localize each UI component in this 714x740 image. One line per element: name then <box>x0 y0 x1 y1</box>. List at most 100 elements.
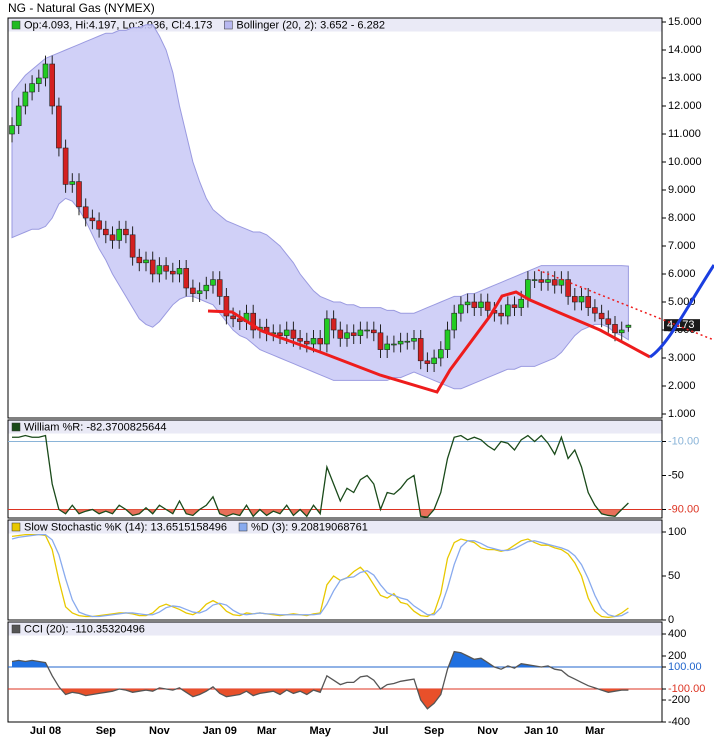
threshold-fill <box>12 651 629 667</box>
candle-body <box>136 256 143 264</box>
legend-swatch <box>11 522 21 532</box>
y-tick-label: 3.000 <box>668 352 696 364</box>
candle-body <box>297 338 303 342</box>
candle-body <box>397 340 404 345</box>
candle-body <box>69 181 76 185</box>
candle-body <box>612 324 618 334</box>
panel: Op:4.093, Hi:4.197, Lo:3.936, Cl:4.173 Bo… <box>7 16 702 420</box>
trend-drawing <box>207 290 651 394</box>
panel-frame <box>7 519 663 621</box>
candle-body <box>223 296 230 317</box>
x-tick-label: Jan 09 <box>203 725 237 737</box>
candle-body <box>625 324 632 328</box>
candle-body <box>391 343 397 346</box>
candle-body <box>598 312 605 320</box>
annotations <box>207 264 714 394</box>
y-tick-label: 6.000 <box>668 268 696 280</box>
panel-frame <box>7 419 663 519</box>
y-tick-label: -400 <box>668 716 690 728</box>
panel: William %R: -82.3700825644 -10.00 -50 -90.0… <box>7 419 699 519</box>
candle-body <box>277 332 283 336</box>
legend-band <box>8 520 662 534</box>
y-tick-label: 14.000 <box>668 44 702 56</box>
panel: Slow Stochastic %K (14): 13.6515158496 %D… <box>7 519 686 626</box>
y-tick-label: 7.000 <box>668 240 696 252</box>
candle-body <box>498 312 504 317</box>
candle-body <box>303 340 310 345</box>
y-tick-label: 10.000 <box>668 156 702 168</box>
candle-body <box>384 343 391 350</box>
candle-body <box>15 105 22 126</box>
candle-body <box>444 329 451 350</box>
indicator-line <box>11 533 629 618</box>
indicator-line <box>12 434 629 518</box>
y-tick-label: 11.000 <box>668 128 701 140</box>
candle-body <box>417 338 424 362</box>
candle-body <box>250 312 256 331</box>
candle-body <box>551 279 558 286</box>
candle-body <box>56 105 62 149</box>
candle-body <box>290 329 297 339</box>
candle-body <box>370 329 377 334</box>
candle-body <box>317 338 324 345</box>
x-tick-label: Mar <box>257 725 277 737</box>
candle-body <box>230 315 236 320</box>
projection-drawing <box>649 264 714 359</box>
candle-body <box>458 304 464 314</box>
candle-body <box>183 268 189 289</box>
candle-body <box>357 329 364 336</box>
y-tick-label: 8.000 <box>668 212 696 224</box>
candle-body <box>42 63 49 79</box>
x-tick-label: Sep <box>96 725 116 737</box>
legend-band <box>8 18 662 32</box>
candle-body <box>538 279 545 283</box>
candle-body <box>35 77 42 84</box>
candle-body <box>605 318 612 325</box>
y-tick-label: 1.000 <box>668 408 696 420</box>
candle-body <box>585 296 592 308</box>
legend-label: Op:4.093, Hi:4.197, Lo:3.936, Cl:4.173 <box>24 19 212 31</box>
x-tick-label: Nov <box>477 725 499 737</box>
x-tick-label: Sep <box>424 725 444 737</box>
y-tick-label: 0 <box>668 614 674 626</box>
candle-body <box>471 301 478 308</box>
candle-body <box>89 217 96 222</box>
y-tick-label: 13.000 <box>668 72 702 84</box>
chart-title: NG - Natural Gas (NYMEX) <box>8 1 155 15</box>
candle-body <box>618 329 625 334</box>
candle-body <box>578 296 585 303</box>
candle-body <box>558 279 565 286</box>
x-tick-label: Nov <box>149 725 171 737</box>
candle-body <box>82 206 89 219</box>
threshold-fill <box>12 689 629 709</box>
candle-body <box>478 301 484 308</box>
plot-area: Op:4.093, Hi:4.197, Lo:3.936, Cl:4.173 Bo… <box>7 16 705 737</box>
candle-body <box>424 360 431 364</box>
legend-swatch <box>238 522 248 532</box>
y-tick-label: 9.000 <box>668 184 696 196</box>
indicator-line <box>11 650 629 710</box>
candle-body <box>411 338 417 342</box>
candle-body <box>451 312 458 331</box>
dotted-trend <box>537 269 714 341</box>
candle-body <box>96 220 102 230</box>
y-tick-label: -200 <box>668 694 690 706</box>
legend-swatch <box>11 422 21 432</box>
candle-body <box>129 234 136 258</box>
candle-body <box>22 91 29 107</box>
candle-body <box>163 265 169 272</box>
y-tick-label: 100.00 <box>668 661 702 673</box>
candle-body <box>518 298 525 308</box>
candle-body <box>545 279 551 283</box>
legend-band <box>8 420 662 434</box>
candle-body <box>103 228 109 236</box>
candle-body <box>62 147 69 185</box>
candle-body <box>324 318 330 345</box>
y-tick-label: -100.00 <box>668 683 705 695</box>
legend-label: %D (3): 9.20819068761 <box>251 521 368 533</box>
panel-frame <box>7 621 663 723</box>
candle-body <box>210 279 216 286</box>
candle-body <box>109 234 116 241</box>
candle-body <box>337 329 344 339</box>
y-tick-label: 12.000 <box>668 100 702 112</box>
